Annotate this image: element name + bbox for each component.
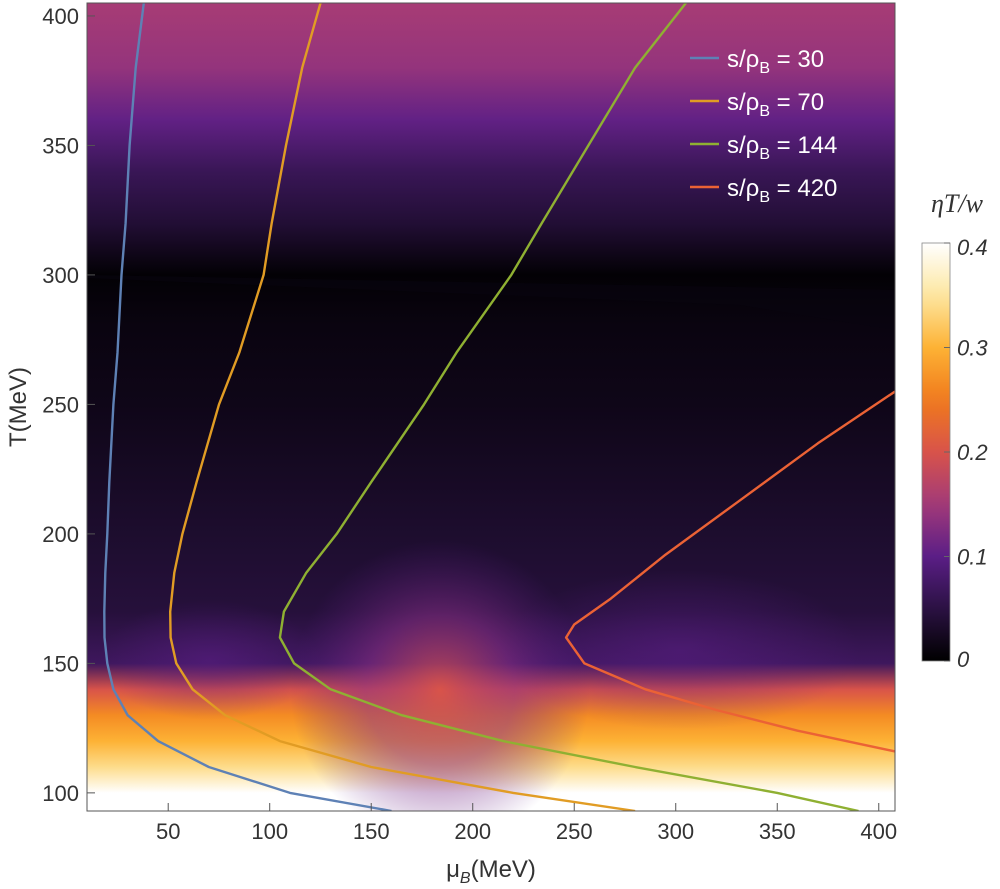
plot-area: [86, 2, 896, 812]
legend-label: s/ρB = 420: [727, 175, 837, 206]
colorbar-tick-label: 0.1: [957, 545, 988, 570]
colorbar-ticks: 0 0.1 0.2 0.3 0.4: [944, 235, 988, 672]
curve-series-3: [278, 3, 859, 811]
y-tick-label: 400: [42, 4, 79, 29]
y-tick-label: 250: [42, 392, 79, 417]
colorbar-tick-label: 0.3: [957, 336, 988, 361]
legend: s/ρB = 30 s/ρB = 70 s/ρB = 144 s/ρB = 420: [690, 46, 837, 206]
curve-series-1: [103, 3, 392, 811]
y-tick-label: 350: [42, 133, 79, 158]
y-axis-label: T(MeV): [5, 367, 32, 447]
legend-label: s/ρB = 30: [727, 46, 824, 77]
curve-series-4: [564, 390, 895, 753]
colorbar-tick-label: 0.4: [957, 235, 988, 260]
y-tick-label: 300: [42, 263, 79, 288]
curve-series-2: [169, 3, 636, 811]
colorbar: ηT/w 0 0.1 0.2 0.3 0.4: [910, 178, 998, 703]
x-tick-label: 100: [251, 819, 288, 844]
x-tick-label: 200: [454, 819, 491, 844]
y-tick-label: 150: [42, 651, 79, 676]
x-tick-label: 350: [759, 819, 796, 844]
x-tick-label: 50: [156, 819, 180, 844]
x-tick-label: 300: [657, 819, 694, 844]
x-axis: 50 100 150 200 250 300 350 400: [156, 803, 897, 844]
colorbar-title: ηT/w: [931, 189, 984, 218]
colorbar-tick-label: 0: [957, 647, 970, 672]
x-tick-label: 150: [353, 819, 390, 844]
x-axis-label: μB(MeV): [446, 856, 536, 887]
colorbar-tick-label: 0.2: [957, 440, 988, 465]
isentrope-curves: [103, 3, 895, 811]
legend-label: s/ρB = 70: [727, 89, 824, 120]
dark-band-edge: [87, 275, 895, 330]
legend-label: s/ρB = 144: [727, 132, 837, 163]
plot-frame: [86, 2, 896, 812]
y-tick-label: 100: [42, 781, 79, 806]
heatmap-bump-left: [100, 600, 320, 720]
x-tick-label: 400: [860, 819, 897, 844]
y-axis: 100 150 200 250 300 350 400: [42, 4, 95, 806]
x-tick-label: 250: [556, 819, 593, 844]
y-tick-label: 200: [42, 522, 79, 547]
heatmap-bump-right: [500, 570, 860, 730]
